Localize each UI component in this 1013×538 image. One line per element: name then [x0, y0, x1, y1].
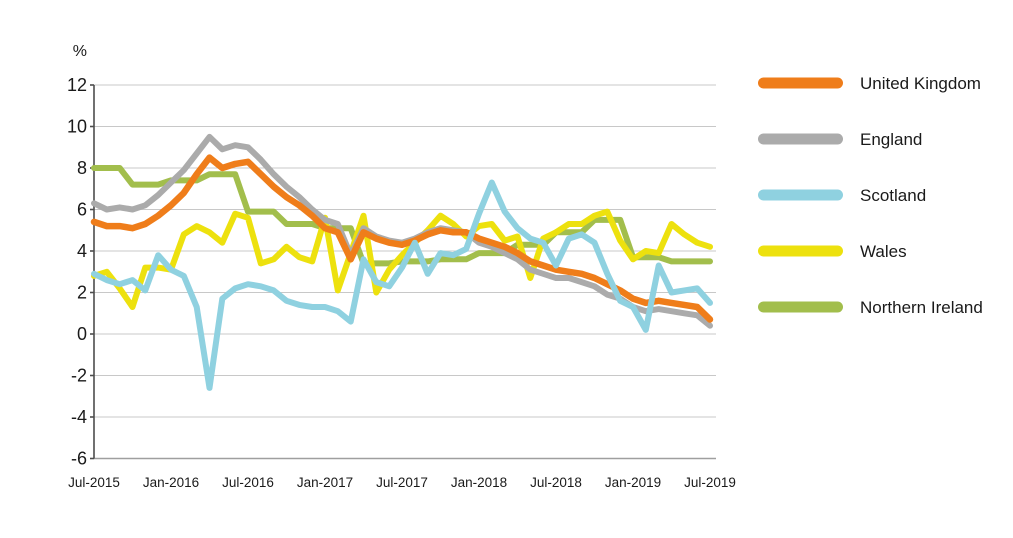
y-axis-label: 10: [67, 117, 87, 137]
x-axis-label: Jan-2019: [605, 475, 661, 490]
legend-swatch-northern-ireland: [758, 301, 843, 313]
legend-label-northern-ireland: Northern Ireland: [860, 298, 983, 317]
series-line-scotland: [91, 179, 713, 391]
y-axis-label: 12: [67, 75, 87, 95]
y-axis-unit-label: %: [73, 43, 87, 60]
x-axis-label: Jul-2017: [376, 475, 428, 490]
legend: United Kingdom England Scotland Wales Northe…: [758, 74, 983, 317]
series-lines: [90, 133, 714, 391]
y-axis-label: 0: [77, 324, 87, 344]
x-axis-label: Jul-2016: [222, 475, 274, 490]
legend-item-northern-ireland: Northern Ireland: [758, 298, 983, 317]
y-axis-label: -6: [71, 449, 87, 469]
legend-label-england: England: [860, 130, 922, 149]
series-line-northern-ireland: [91, 165, 713, 267]
legend-item-wales: Wales: [758, 242, 907, 261]
y-axis-label: -2: [71, 366, 87, 386]
legend-label-wales: Wales: [860, 242, 907, 261]
legend-item-scotland: Scotland: [758, 186, 926, 205]
legend-item-england: England: [758, 130, 922, 149]
legend-label-scotland: Scotland: [860, 186, 926, 205]
legend-swatch-scotland: [758, 189, 843, 201]
y-axis-label: 4: [77, 241, 87, 261]
x-axis: Jul-2015 Jan-2016 Jul-2016 Jan-2017 Jul-2017…: [68, 475, 736, 490]
series-line-wales: [91, 208, 713, 310]
legend-item-united-kingdom: United Kingdom: [758, 74, 981, 93]
x-axis-label: Jan-2016: [143, 475, 199, 490]
legend-swatch-england: [758, 133, 843, 145]
y-axis-label: 8: [77, 158, 87, 178]
x-axis-label: Jan-2018: [451, 475, 507, 490]
x-axis-label: Jul-2015: [68, 475, 120, 490]
x-axis-label: Jan-2017: [297, 475, 353, 490]
y-axis-label: 6: [77, 200, 87, 220]
series-line-united-kingdom: [90, 154, 714, 323]
x-axis-label: Jul-2019: [684, 475, 736, 490]
legend-swatch-wales: [758, 245, 843, 257]
y-axis-label: 2: [77, 283, 87, 303]
x-axis-label: Jul-2018: [530, 475, 582, 490]
y-axis-label: -4: [71, 407, 87, 427]
legend-swatch-united-kingdom: [758, 77, 843, 89]
legend-label-united-kingdom: United Kingdom: [860, 74, 981, 93]
y-axis: 12 10 8 6 4 2 0 -2 -4 -6: [67, 75, 94, 469]
